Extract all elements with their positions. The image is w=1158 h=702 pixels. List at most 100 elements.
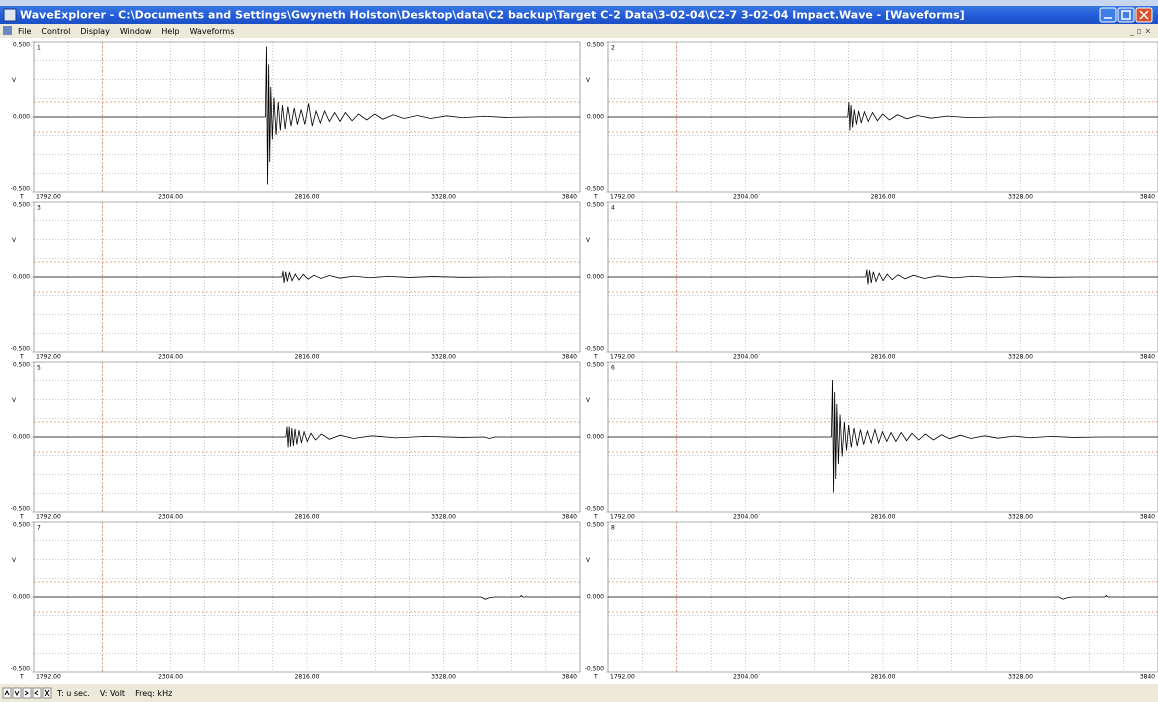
nav-button[interactable]: [32, 687, 42, 699]
waveform: [34, 426, 580, 448]
y-tick-label: 0.500: [13, 362, 30, 369]
x-tick-label: 3840: [562, 514, 577, 521]
y-tick-label: 0.000: [587, 594, 604, 601]
panel-number: 6: [611, 365, 615, 372]
window-button-glyphs: [1104, 10, 1149, 20]
x-tick-label: 2816.00: [295, 354, 320, 361]
waveform: [34, 270, 580, 284]
panel-number: 8: [611, 525, 615, 532]
x-tick-label: 2304.00: [158, 514, 183, 521]
x-tick-label: 3328.00: [1008, 354, 1033, 361]
x-tick-label: 1792.00: [36, 514, 61, 521]
x-axis-label: T: [593, 514, 598, 521]
y-tick-label: 0.500: [587, 362, 604, 369]
x-tick-label: 3328.00: [431, 354, 456, 361]
panel-number: 5: [37, 365, 41, 372]
y-tick-label: 0.000: [587, 434, 604, 441]
y-axis-label: V: [12, 397, 17, 404]
y-tick-label: -0.500: [11, 346, 31, 353]
nav-button[interactable]: [22, 687, 32, 699]
x-tick-label: 3840: [562, 354, 577, 361]
y-axis-label: V: [12, 557, 17, 564]
y-tick-label: -0.500: [585, 666, 605, 673]
waveform: [608, 594, 1158, 600]
waveform: [608, 101, 1158, 131]
menu-item[interactable]: Help: [161, 27, 179, 36]
x-tick-label: 3328.00: [1008, 514, 1033, 521]
panel-number: 4: [611, 205, 615, 212]
x-tick-label: 1792.00: [610, 354, 635, 361]
menu-item[interactable]: Control: [41, 27, 70, 36]
app-icon: [3, 8, 17, 22]
maximize-button[interactable]: [1117, 7, 1135, 23]
x-axis-label: T: [593, 194, 598, 201]
y-axis-label: V: [586, 397, 591, 404]
menu-item[interactable]: File: [18, 27, 31, 36]
y-tick-label: -0.500: [585, 346, 605, 353]
waveform-panel: 1792.00 2304.00 2816.00 3328.00 3840 0.500 0.0…: [585, 42, 1158, 201]
y-tick-label: 0.500: [13, 42, 30, 49]
y-tick-label: -0.500: [11, 666, 31, 673]
nav-button[interactable]: [12, 687, 22, 699]
x-tick-label: 2816.00: [871, 194, 896, 201]
x-tick-label: 2304.00: [733, 194, 758, 201]
menu-item[interactable]: Window: [120, 27, 152, 36]
x-tick-label: 2304.00: [733, 674, 758, 681]
x-tick-label: 2816.00: [871, 354, 896, 361]
y-axis-label: V: [586, 77, 591, 84]
y-axis-label: V: [586, 557, 591, 564]
waveform-panel: 1792.00 2304.00 2816.00 3328.00 3840 0.500 0.0…: [11, 522, 581, 681]
y-tick-label: -0.500: [585, 186, 605, 193]
x-tick-label: 1792.00: [610, 194, 635, 201]
x-tick-label: 2304.00: [158, 194, 183, 201]
menu-item[interactable]: Display: [80, 27, 110, 36]
x-tick-label: 2816.00: [295, 194, 320, 201]
x-tick-label: 2304.00: [158, 354, 183, 361]
minimize-button[interactable]: [1099, 7, 1117, 23]
nav-buttons: [2, 687, 52, 699]
x-tick-label: 3840: [1140, 354, 1155, 361]
waveform-panel: 1792.00 2304.00 2816.00 3328.00 3840 0.500 0.0…: [11, 202, 581, 361]
y-tick-label: 0.500: [587, 522, 604, 529]
y-tick-label: -0.500: [11, 186, 31, 193]
x-axis-label: T: [593, 674, 598, 681]
x-tick-label: 1792.00: [610, 514, 635, 521]
waveform-panel: 1792.00 2304.00 2816.00 3328.00 3840 0.500 0.0…: [585, 362, 1158, 521]
mdi-controls[interactable]: _ ▫ ×: [1129, 27, 1151, 36]
x-axis-label: T: [19, 194, 24, 201]
y-axis-label: V: [586, 237, 591, 244]
x-axis-label: T: [19, 354, 24, 361]
waveform: [608, 269, 1158, 285]
x-axis-label: T: [593, 354, 598, 361]
x-tick-label: 2816.00: [295, 514, 320, 521]
x-tick-label: 2816.00: [871, 514, 896, 521]
nav-button[interactable]: [2, 687, 12, 699]
panel-number: 2: [611, 45, 615, 52]
x-tick-label: 2304.00: [733, 354, 758, 361]
menu-item[interactable]: Waveforms: [190, 27, 235, 36]
x-tick-label: 3840: [1140, 194, 1155, 201]
nav-glyphs: [4, 689, 50, 697]
x-tick-label: 3328.00: [1008, 194, 1033, 201]
x-tick-label: 3328.00: [1008, 674, 1033, 681]
x-axis-label: T: [19, 674, 24, 681]
y-axis-label: V: [12, 237, 17, 244]
x-tick-label: 3328.00: [431, 514, 456, 521]
panels: 1792.00 2304.00 2816.00 3328.00 3840 0.500 0.0…: [11, 42, 1158, 681]
x-tick-label: 1792.00: [36, 194, 61, 201]
y-tick-label: 0.000: [13, 434, 30, 441]
x-tick-label: 1792.00: [610, 674, 635, 681]
panel-number: 3: [37, 205, 41, 212]
waveform: [34, 46, 580, 185]
waveform: [34, 594, 580, 600]
x-tick-label: 2816.00: [295, 674, 320, 681]
waveform-panel: 1792.00 2304.00 2816.00 3328.00 3840 0.500 0.0…: [11, 362, 581, 521]
x-tick-label: 3840: [562, 194, 577, 201]
status-items: T: u sec. V: Volt Freq: kHz: [56, 689, 172, 698]
y-tick-label: -0.500: [11, 506, 31, 513]
waveform-panel: 1792.00 2304.00 2816.00 3328.00 3840 0.500 0.0…: [585, 522, 1158, 681]
status-text: T: u sec.: [56, 689, 90, 698]
y-tick-label: 0.000: [13, 114, 30, 121]
y-tick-label: 0.000: [13, 274, 30, 281]
status-text: Freq: kHz: [135, 689, 172, 698]
